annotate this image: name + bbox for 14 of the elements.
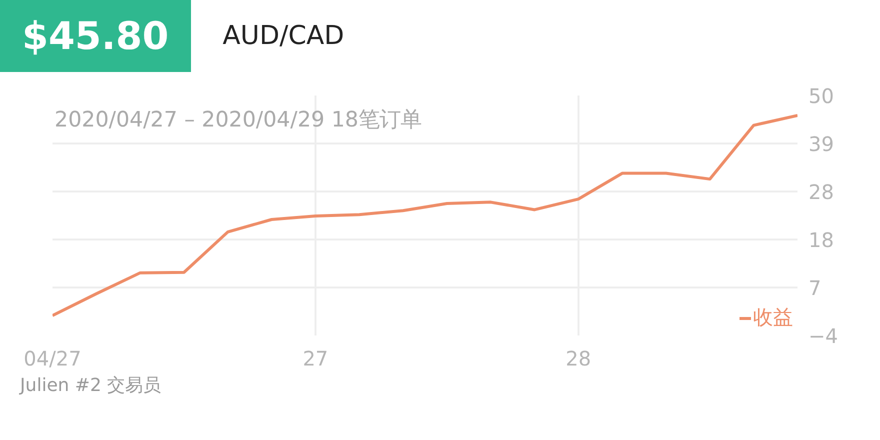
y-tick-label: 39 — [808, 132, 834, 156]
y-tick-label: 28 — [808, 180, 834, 204]
x-tick-label: 28 — [566, 346, 592, 370]
annotation: 2020/04/27 – 2020/04/29 18笔订单 — [54, 108, 422, 132]
y-tick-label: −4 — [808, 324, 838, 348]
text: Julien #2 交易员 — [18, 374, 162, 397]
x-tick-label: 04/27 — [24, 346, 82, 370]
chart-title: $45.80 — [0, 0, 191, 72]
chart-subtitle: AUD/CAD — [222, 21, 344, 51]
y-tick-label: 50 — [808, 84, 834, 108]
y-tick-label: 18 — [808, 228, 834, 252]
y-tick-label: 7 — [808, 276, 822, 300]
legend-label: 收益 — [753, 304, 793, 331]
x-tick-label: 27 — [302, 346, 328, 370]
